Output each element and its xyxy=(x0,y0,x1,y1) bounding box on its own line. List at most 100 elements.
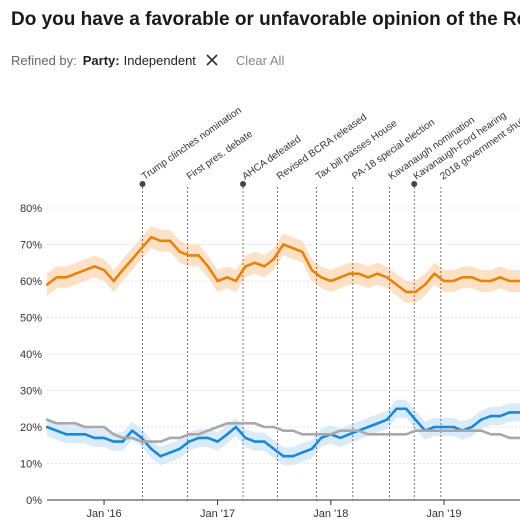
favorable-point xyxy=(480,418,483,421)
party-filter-chip[interactable]: Party: Independent xyxy=(82,50,222,70)
unfavorable-point xyxy=(385,276,389,279)
unfavorable-point xyxy=(226,276,229,279)
not_sure-point xyxy=(244,422,247,425)
favorable-point xyxy=(310,447,314,451)
unfavorable-point xyxy=(131,257,134,261)
unfavorable-point xyxy=(159,239,162,243)
unfavorable-point xyxy=(93,265,96,268)
unfavorable-point xyxy=(74,272,77,275)
close-icon[interactable] xyxy=(202,50,222,70)
unfavorable-point xyxy=(470,276,474,279)
event-marker[interactable] xyxy=(411,181,418,187)
unfavorable-point xyxy=(121,268,124,272)
unfavorable-point xyxy=(216,279,219,283)
not_sure-point xyxy=(226,422,229,425)
y-tick-label: 70% xyxy=(20,240,42,252)
confidence-bands xyxy=(47,226,520,466)
filter-bar: Refined by: Party: Independent Clear All xyxy=(11,49,284,71)
not_sure-point xyxy=(140,440,143,443)
unfavorable-point xyxy=(140,246,143,250)
unfavorable-point xyxy=(197,254,200,257)
not_sure-point xyxy=(187,433,191,436)
unfavorable-band xyxy=(47,226,520,303)
not_sure-point xyxy=(168,436,172,440)
unfavorable-point xyxy=(319,276,323,279)
x-tick-label: Jan '18 xyxy=(313,508,348,520)
favorable-point xyxy=(470,425,474,429)
favorable-point xyxy=(263,440,266,443)
not_sure-point xyxy=(508,436,511,440)
unfavorable-point xyxy=(357,272,360,275)
favorable-point xyxy=(508,411,511,414)
not_sure-point xyxy=(347,429,351,432)
favorable-point xyxy=(65,433,68,436)
favorable-point xyxy=(83,433,87,436)
favorable-point xyxy=(498,414,502,418)
favorable-point xyxy=(150,447,153,451)
unfavorable-point xyxy=(442,279,446,283)
event-label: 2018 government shutdown xyxy=(438,103,520,183)
favorable-band xyxy=(47,399,520,466)
unfavorable-point xyxy=(83,268,87,272)
clear-all-button[interactable]: Clear All xyxy=(235,52,285,68)
not_sure-point xyxy=(131,436,134,440)
event-marker[interactable] xyxy=(240,181,247,187)
not_sure-point xyxy=(301,433,304,436)
favorable-point xyxy=(131,429,134,432)
unfavorable-point xyxy=(291,246,295,250)
not_sure-point xyxy=(159,440,162,443)
x-tick-label: Jan '17 xyxy=(200,508,235,520)
not_sure-point xyxy=(197,433,200,436)
not_sure-point xyxy=(339,429,342,432)
favorable-point xyxy=(74,433,77,436)
not_sure-point xyxy=(272,425,275,429)
unfavorable-point xyxy=(498,276,502,279)
unfavorable-point xyxy=(45,283,49,286)
unfavorable-point xyxy=(433,272,436,275)
not_sure-point xyxy=(357,429,360,432)
favorable-point xyxy=(414,418,417,421)
unfavorable-point xyxy=(329,279,332,283)
favorable-point xyxy=(168,451,172,454)
not_sure-point xyxy=(74,422,77,425)
favorable-point xyxy=(112,440,115,443)
unfavorable-point xyxy=(395,283,398,286)
favorable-point xyxy=(442,425,446,429)
not_sure-point xyxy=(423,429,427,432)
unfavorable-point xyxy=(339,276,342,279)
not_sure-point xyxy=(480,429,483,432)
x-tick-label: Jan '19 xyxy=(426,508,461,520)
unfavorable-point xyxy=(102,268,106,272)
x-tick-label: Jan '16 xyxy=(86,508,121,520)
refined-by-label: Refined by: xyxy=(11,52,77,68)
favorable-point xyxy=(206,436,210,440)
favorable-point xyxy=(452,425,455,429)
unfavorable-point xyxy=(310,268,314,272)
y-tick-label: 50% xyxy=(20,313,42,325)
not_sure-point xyxy=(234,422,238,425)
not_sure-point xyxy=(433,429,436,432)
not_sure-point xyxy=(121,436,124,440)
unfavorable-point xyxy=(414,290,417,294)
favorable-point xyxy=(291,455,295,458)
favorable-point xyxy=(93,436,96,440)
unfavorable-point xyxy=(508,279,511,283)
y-tick-label: 80% xyxy=(20,203,42,215)
not_sure-point xyxy=(93,425,96,429)
not_sure-point xyxy=(263,425,266,429)
y-tick-label: 10% xyxy=(20,459,42,471)
not_sure-point xyxy=(55,422,58,425)
axes: 0% 10% 20% 30% 40% 50% 60% 70% 80% Jan '16 Jan '17… xyxy=(20,203,520,520)
y-tick-label: 40% xyxy=(20,349,42,361)
unfavorable-point xyxy=(366,276,370,279)
not_sure-point xyxy=(498,433,502,436)
favorable-point xyxy=(197,436,200,440)
event-marker[interactable] xyxy=(139,181,146,187)
favorable-point xyxy=(178,447,181,451)
y-tick-label: 60% xyxy=(20,276,42,288)
not_sure-point xyxy=(366,433,370,436)
filter-value: Independent xyxy=(123,52,196,68)
favorable-point xyxy=(404,407,408,410)
not_sure-point xyxy=(442,429,446,432)
unfavorable-point xyxy=(347,272,351,275)
